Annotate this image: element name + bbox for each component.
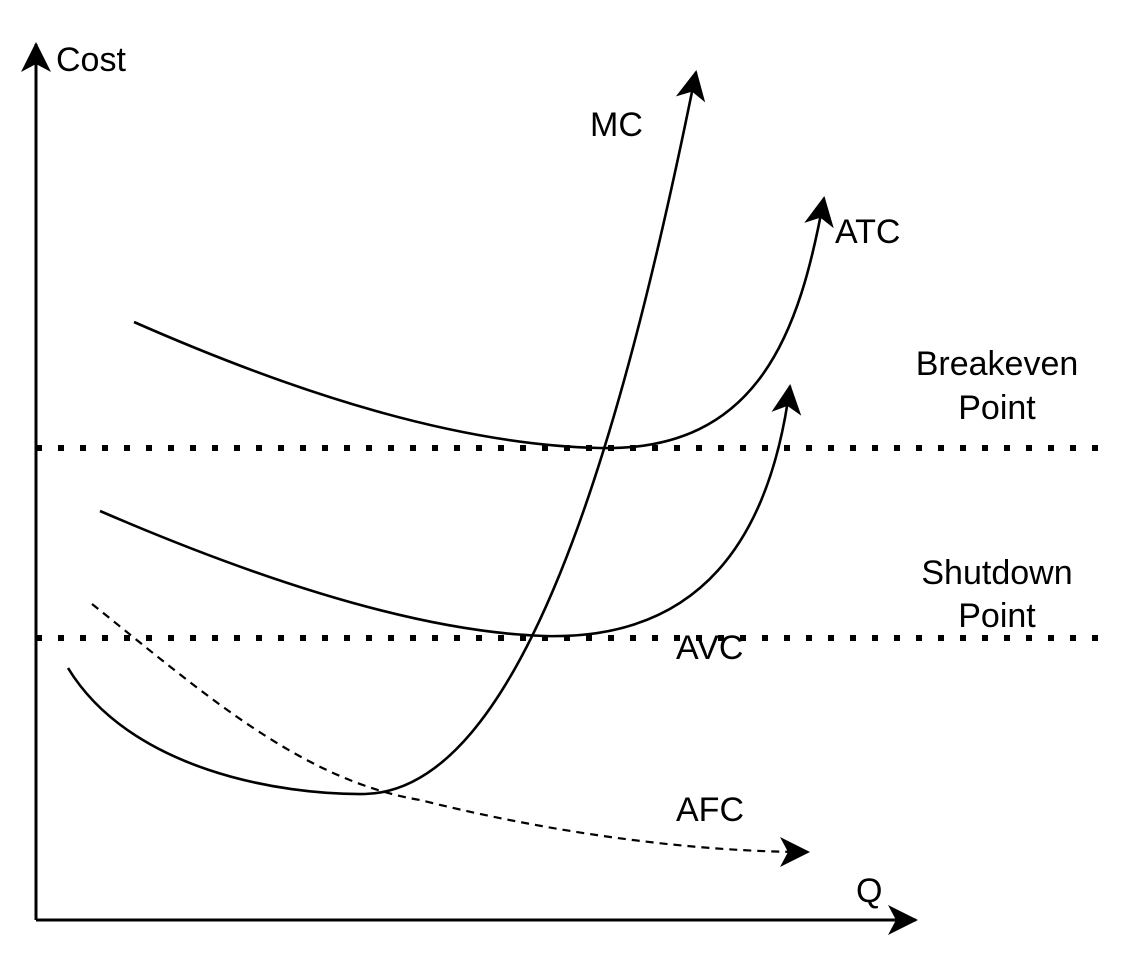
breakeven-label-line1: Breakeven [916, 345, 1079, 383]
y-axis-label: Cost [56, 41, 126, 79]
x-axis-label: Q [856, 872, 882, 910]
atc-curve [133, 196, 834, 450]
mc-curve [66, 70, 706, 796]
shutdown-label-line2: Point [958, 597, 1036, 635]
mc-label: MC [590, 106, 643, 144]
shutdown-label-line1: Shutdown [921, 554, 1072, 592]
avc-curve [99, 384, 802, 638]
breakeven-label-line2: Point [958, 389, 1036, 427]
avc-label: AVC [676, 629, 743, 667]
afc-label: AFC [676, 791, 744, 829]
afc-curve [91, 603, 810, 867]
atc-label: ATC [835, 213, 900, 251]
